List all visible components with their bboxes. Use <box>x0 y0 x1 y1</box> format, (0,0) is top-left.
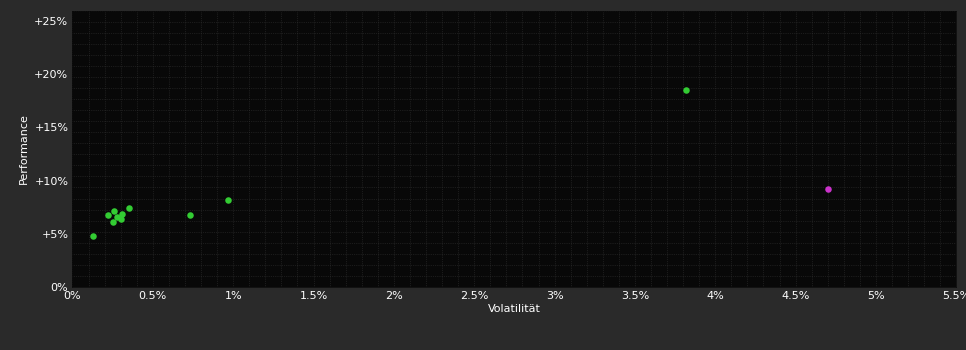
Point <box>86 233 101 239</box>
Point <box>121 205 136 211</box>
Point <box>115 211 130 216</box>
Point <box>110 214 126 219</box>
Point <box>100 212 116 217</box>
Y-axis label: Performance: Performance <box>18 113 29 184</box>
Point <box>182 212 197 217</box>
X-axis label: Volatilität: Volatilität <box>488 304 541 314</box>
Point <box>679 88 695 93</box>
Point <box>106 209 122 214</box>
Point <box>105 219 121 225</box>
Point <box>820 186 836 192</box>
Point <box>113 216 128 222</box>
Point <box>220 197 236 203</box>
